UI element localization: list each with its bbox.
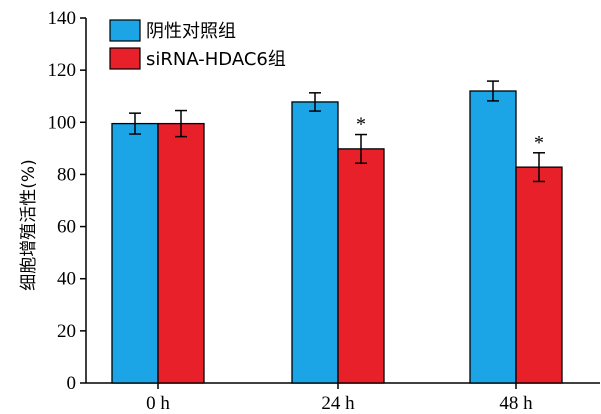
bar-control-0 [111,122,159,384]
legend: 阴性对照组 siRNA-HDAC6组 [109,19,286,70]
bar-sirna-0 [157,122,205,384]
significance-marker: * [534,132,544,154]
bar-control-1 [291,101,339,384]
y-tick-label: 120 [48,60,77,81]
y-tick-label: 100 [48,112,77,133]
y-tick-label: 80 [57,164,76,185]
bar-sirna-1 [337,148,385,384]
y-tick-label: 20 [57,321,76,342]
legend-swatch [109,19,141,42]
legend-swatch [109,47,141,70]
x-tick-label: 0 h [146,393,170,414]
y-axis-title: 细胞增殖活性(%) [19,159,39,290]
bars [111,90,563,384]
axes: 0 20 40 60 80 100 120 140 0 h 24 h 48 h [48,8,600,414]
y-axis-title-group: 细胞增殖活性(%) [19,159,39,290]
y-tick-label: 40 [57,269,76,290]
legend-label: siRNA-HDAC6组 [146,49,286,70]
annotations: ** [356,114,544,154]
y-tick-label: 60 [57,217,76,238]
x-tick-label: 24 h [321,393,355,414]
error-bars [129,80,545,183]
y-tick-label: 0 [67,373,77,394]
y-tick-label: 140 [48,8,77,29]
significance-marker: * [356,114,366,136]
x-tick-label: 48 h [499,393,533,414]
legend-label: 阴性对照组 [146,21,236,42]
bar-sirna-2 [515,166,563,384]
bar-control-2 [469,90,517,384]
